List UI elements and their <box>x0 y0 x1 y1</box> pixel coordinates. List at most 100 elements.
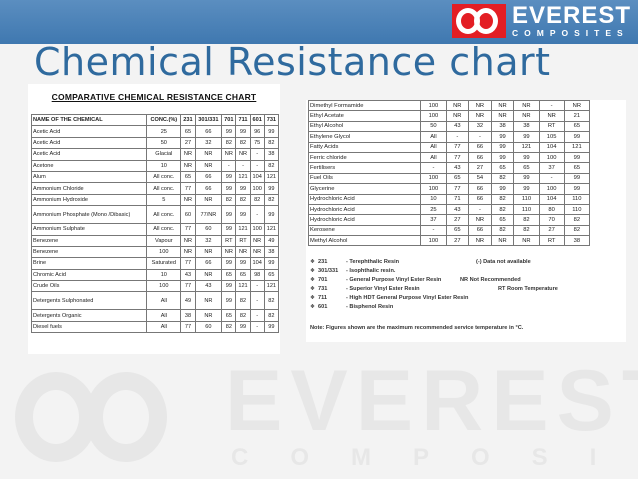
table-cell: 121 <box>235 170 251 184</box>
table-cell: NR <box>445 100 470 112</box>
table-cell: 38 <box>563 235 591 247</box>
table-header-cell: 731 <box>263 113 280 127</box>
table-cell: Benezene <box>30 234 148 247</box>
table-row: Ammonium Hydroxide 5 NR NR 82 82 82 82 <box>30 193 280 207</box>
table-cell: 66 <box>468 224 492 237</box>
table-cell: Fertilisers <box>307 162 422 174</box>
resistance-table-right: Dimethyl Formamide 100 NR NR NR NR - NR Ethyl Ac… <box>307 100 591 247</box>
table-cell: - <box>249 320 265 334</box>
legend-description: - Terephthalic Resin <box>346 259 400 265</box>
table-cell: Ammonium Hydroxide <box>30 193 148 207</box>
table-cell: 60 <box>194 320 223 334</box>
table-cell: - <box>468 203 492 216</box>
table-cell: 99 <box>221 291 237 311</box>
table-cell: 43 <box>445 162 470 174</box>
table-cell: 121 <box>263 280 280 293</box>
table-cell: 77 <box>180 182 196 195</box>
table-row: Kerosene -65 66 82 82 27 82 <box>307 224 591 237</box>
table-cell: 100 <box>538 183 565 195</box>
table-cell: 99 <box>513 131 540 143</box>
table-cell: 32 <box>194 136 223 150</box>
table-cell: 82 <box>235 309 251 322</box>
table-cell: Detergents Organic <box>30 309 148 322</box>
table-cell: Detergents Sulphonated <box>30 291 148 311</box>
table-cell: 38 <box>263 148 280 161</box>
table-row: Chromic Acid 10 43 NR 65 65 98 65 <box>30 268 280 282</box>
table-row: Ammonium Phosphate (Mono /Dibasic) All co… <box>30 205 280 225</box>
table-cell: 25 <box>146 125 182 138</box>
table-cell: 110 <box>513 193 540 205</box>
table-cell: 77/NR <box>194 205 223 225</box>
table-row: Hydrochloric Acid 10 71 66 82 110 104 110 <box>307 193 591 205</box>
table-row: Acetone 10 NR NR - - -82 <box>30 159 280 172</box>
table-cell: 99 <box>221 125 237 138</box>
table-cell: 82 <box>263 291 280 311</box>
table-cell: 5 <box>146 193 182 207</box>
table-cell: 32 <box>194 234 223 247</box>
table-cell: NR <box>468 110 492 122</box>
table-cell: 49 <box>263 234 280 247</box>
table-row: Benezene Vapour NR 32 RT RT NR 49 <box>30 234 280 247</box>
table-cell: 65 <box>445 224 470 237</box>
table-cell: NR <box>235 245 251 259</box>
table-cell: 99 <box>490 141 515 153</box>
table-cell: 82 <box>490 172 515 185</box>
table-cell: All <box>146 291 182 311</box>
table-cell: Fuel Oils <box>307 172 422 185</box>
table-cell: 82 <box>263 309 280 322</box>
table-cell: 82 <box>235 291 251 311</box>
table-cell: Hydrochloric Acid <box>307 193 422 205</box>
table-cell: 99 <box>563 131 591 143</box>
table-header-cell: 231 <box>180 113 196 127</box>
resin-legend: ❖ 231- Terephthalic Resin (-) Data not ava… <box>310 258 620 312</box>
table-cell: All <box>420 151 447 164</box>
table-cell: Benezene <box>30 245 148 259</box>
table-row: Ethylene Glycol All - -99 99 105 99 <box>307 131 591 143</box>
table-cell: 65 <box>235 268 251 282</box>
table-cell: 66 <box>468 183 492 195</box>
table-cell: NR <box>468 100 492 112</box>
table-cell: 99 <box>235 125 251 138</box>
table-cell: 82 <box>563 224 591 237</box>
table-cell: 65 <box>445 172 470 185</box>
table-row: Ferric chloride All 77 66 99 99 100 99 <box>307 151 591 164</box>
table-cell: 65 <box>563 120 591 133</box>
table-header-cell: NAME OF THE CHEMICAL <box>30 113 148 127</box>
table-row: Benezene 100 NR NR NR NR NR 38 <box>30 245 280 259</box>
table-cell: 99 <box>563 183 591 195</box>
table-cell: Ethyl Acetate <box>307 110 422 122</box>
table-cell: 99 <box>221 182 237 195</box>
table-cell: All <box>420 131 447 143</box>
table-cell: 82 <box>221 193 237 207</box>
table-row: Glycerine 100 77 66 99 99 100 99 <box>307 183 591 195</box>
table-cell: Hydrochloric Acid <box>307 214 422 226</box>
table-cell: - <box>420 224 447 237</box>
table-cell: RT <box>538 235 565 247</box>
table-cell: 99 <box>263 182 280 195</box>
slide-title: Chemical Resistance chart <box>34 40 551 84</box>
legend-description: - Bisphenol Resin <box>346 304 394 310</box>
table-cell: Dimethyl Formamide <box>307 100 422 112</box>
table-cell: Methyl Alcohol <box>307 235 422 247</box>
table-cell: - <box>468 131 492 143</box>
table-cell: NR <box>490 110 515 122</box>
table-cell: All conc. <box>146 205 182 225</box>
table-cell: 99 <box>513 151 540 164</box>
table-cell: 50 <box>420 120 447 133</box>
table-cell: 99 <box>490 151 515 164</box>
table-cell: 66 <box>194 170 223 184</box>
table-cell: NR <box>194 245 223 259</box>
table-cell: NR <box>249 234 265 247</box>
legend-description: - General Purpose Vinyl Ester Resin <box>346 277 442 283</box>
table-cell: NR <box>445 110 470 122</box>
table-cell: Ammonium Sulphate <box>30 223 148 236</box>
table-cell: 49 <box>180 291 196 311</box>
table-cell: 104 <box>249 170 265 184</box>
table-cell: NR <box>194 309 223 322</box>
table-row: Acetic Acid 25 65 66 99 99 96 99 <box>30 125 280 138</box>
table-cell: 75 <box>249 136 265 150</box>
table-cell: 37 <box>538 162 565 174</box>
table-cell: NR <box>468 214 492 226</box>
watermark-text: EVEREST COMPOSITES <box>225 353 638 471</box>
table-cell: 77 <box>180 223 196 236</box>
